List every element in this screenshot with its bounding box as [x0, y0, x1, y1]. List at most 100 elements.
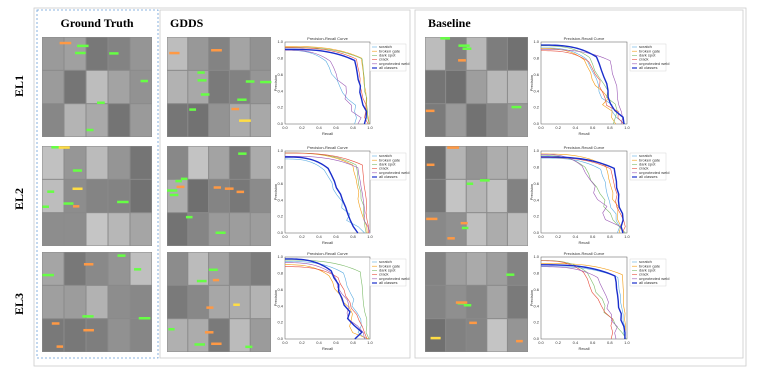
- cell: [425, 252, 446, 285]
- cell: [86, 104, 108, 137]
- cell: [42, 70, 64, 104]
- defect-box: [211, 342, 222, 346]
- legend-box: [369, 152, 407, 181]
- cell: [229, 319, 250, 352]
- defect-box: [455, 301, 468, 304]
- defect-box: [466, 182, 474, 185]
- ground-truth-frame: [36, 9, 159, 359]
- cell: [64, 146, 86, 179]
- defect-box: [83, 328, 94, 332]
- cell: [507, 319, 528, 352]
- cell: [250, 146, 271, 179]
- cell: [425, 37, 446, 70]
- cell: [466, 146, 487, 179]
- defect-box: [180, 177, 188, 181]
- defect-box: [72, 169, 83, 172]
- defect-box: [511, 105, 522, 109]
- defect-box: [224, 187, 234, 190]
- cell: [487, 104, 507, 137]
- defect-box: [82, 315, 94, 318]
- plot-frame: [284, 150, 371, 234]
- cell: [209, 285, 229, 319]
- el-image: [167, 146, 271, 246]
- defect-box: [213, 186, 222, 189]
- defect-box: [56, 345, 64, 348]
- panel-title: Ground Truth: [60, 16, 133, 30]
- pr-curve: [284, 47, 369, 125]
- cell: [425, 213, 446, 246]
- pr-curve: [284, 262, 365, 340]
- plot-title: Precision-Recall Curve: [564, 145, 605, 150]
- defect-box: [211, 49, 222, 52]
- cell: [507, 252, 528, 285]
- cell: [167, 70, 188, 104]
- defect-box: [51, 322, 60, 325]
- cell: [209, 70, 229, 104]
- x-tick-label: 0.4: [573, 125, 579, 130]
- cell: [130, 70, 152, 104]
- y-tick-label: 0.4: [533, 88, 539, 93]
- plot-title: Precision-Recall Curve: [564, 36, 605, 41]
- cell: [446, 213, 466, 246]
- plot-frame: [284, 41, 371, 125]
- cell: [229, 179, 250, 213]
- cell: [64, 319, 86, 352]
- cell: [42, 213, 64, 246]
- y-tick-label: 1.0: [277, 39, 283, 44]
- cell: [466, 104, 487, 137]
- cell: [229, 146, 250, 179]
- cell: [487, 146, 507, 179]
- defect-box: [86, 128, 94, 132]
- x-tick-label: 0.6: [333, 234, 339, 239]
- legend-label: broken gate: [379, 263, 401, 268]
- plot-frame: [284, 256, 371, 340]
- cell: [446, 37, 466, 70]
- x-tick-label: 0.6: [333, 340, 339, 345]
- defect-box: [426, 163, 435, 167]
- cell: [108, 252, 130, 285]
- cell: [209, 319, 229, 352]
- legend-label: all classes: [639, 280, 657, 285]
- cell: [425, 179, 446, 213]
- defect-box: [42, 273, 55, 277]
- legend-label: crack: [379, 166, 389, 171]
- plot-frame: [540, 41, 628, 125]
- legend-label: broken gate: [379, 157, 401, 162]
- legend-box: [629, 152, 667, 181]
- cell: [229, 252, 250, 285]
- legend-label: broken gate: [639, 157, 661, 162]
- cell: [188, 179, 209, 213]
- cell: [446, 319, 466, 352]
- y-tick-label: 0.4: [277, 88, 283, 93]
- legend-label: crack: [639, 166, 649, 171]
- cell: [507, 213, 528, 246]
- defect-box: [97, 101, 105, 104]
- legend-label: unprotected weld: [639, 276, 669, 281]
- y-tick-label: 0.4: [277, 303, 283, 308]
- legend-label: crack: [379, 57, 389, 62]
- y-label: Precision: [529, 290, 534, 306]
- y-label: Precision: [529, 75, 534, 91]
- cell: [108, 37, 130, 70]
- cell: [425, 104, 446, 137]
- legend-label: dark spot: [379, 267, 396, 272]
- defect-box: [185, 215, 193, 219]
- y-tick-label: 0.2: [277, 105, 283, 110]
- cell: [86, 70, 108, 104]
- x-tick-label: 1.0: [367, 234, 373, 239]
- y-label: Precision: [273, 290, 278, 306]
- cell: [466, 252, 487, 285]
- cell: [446, 179, 466, 213]
- x-tick-label: 0.8: [350, 340, 356, 345]
- defect-box: [51, 146, 61, 149]
- y-tick-label: 0.2: [277, 320, 283, 325]
- x-tick-label: 0.2: [299, 234, 305, 239]
- cell: [446, 252, 466, 285]
- legend-label: scratch: [639, 44, 652, 49]
- legend-label: dark spot: [379, 52, 396, 57]
- defect-box: [245, 80, 255, 83]
- defect-box: [83, 263, 94, 266]
- legend-label: unprotected weld: [639, 170, 669, 175]
- cell: [188, 285, 209, 319]
